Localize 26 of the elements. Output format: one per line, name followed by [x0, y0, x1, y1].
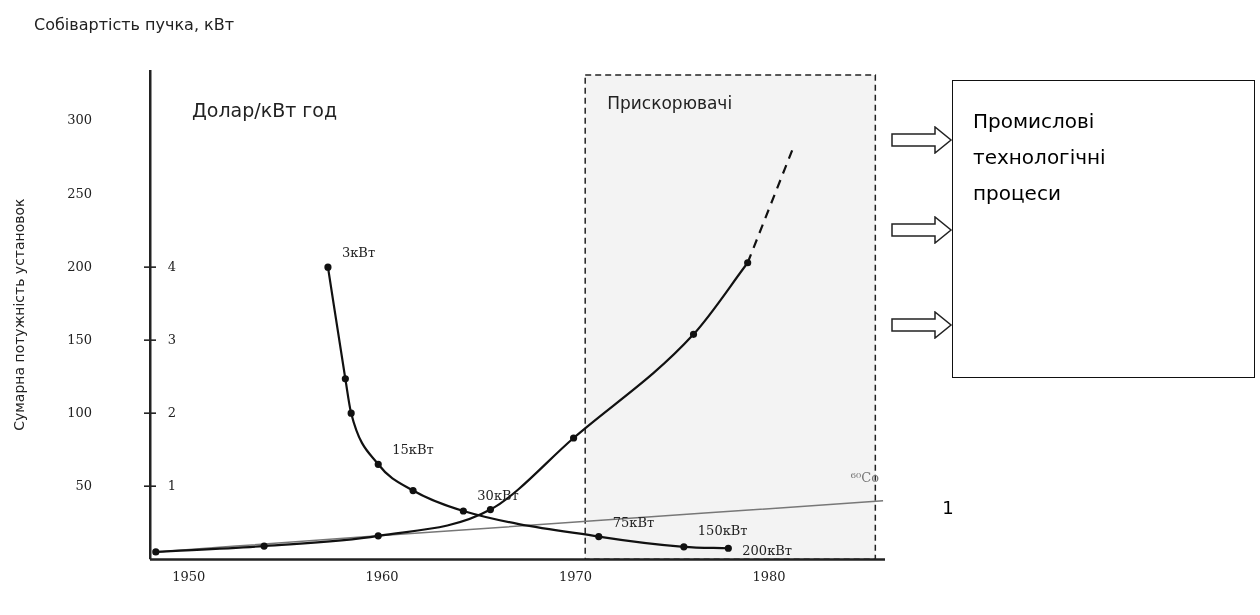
- annotation: 200кВт: [742, 543, 793, 559]
- y2-axis-title: Долар/кВт год: [192, 98, 338, 121]
- series-label: ⁶⁰Co: [850, 470, 880, 486]
- y-tick-label: 250: [67, 185, 92, 201]
- y-axis-title: Сумарна потужність установок: [11, 198, 28, 431]
- annotation: 150кВт: [697, 523, 748, 539]
- annotation: 3кВт: [341, 244, 376, 260]
- y-tick-label: 100: [67, 404, 92, 420]
- x-tick-label: 1980: [752, 569, 786, 585]
- y-tick-label: 50: [75, 477, 92, 493]
- y2-tick-label: 3: [167, 331, 177, 347]
- x-tick-label: 1970: [558, 569, 593, 585]
- text: 1: [941, 496, 955, 520]
- chart-title: Собівартість пучка, кВт: [34, 15, 235, 35]
- x-tick-label: 1960: [365, 569, 399, 585]
- y2-tick-label: 4: [167, 258, 177, 274]
- band-label: Прискорювачі: [607, 93, 733, 114]
- text: Промислові технологічні процеси: [973, 108, 1107, 207]
- x-tick-label: 1950: [172, 569, 206, 585]
- y2-tick-label: 1: [167, 477, 177, 493]
- y-tick-label: 300: [67, 112, 92, 128]
- y-tick-label: 200: [67, 258, 92, 274]
- y-tick-label: 150: [67, 331, 92, 347]
- annotation: 75кВт: [612, 514, 655, 530]
- annotation: 15кВт: [392, 441, 434, 457]
- y2-tick-label: 2: [167, 404, 177, 420]
